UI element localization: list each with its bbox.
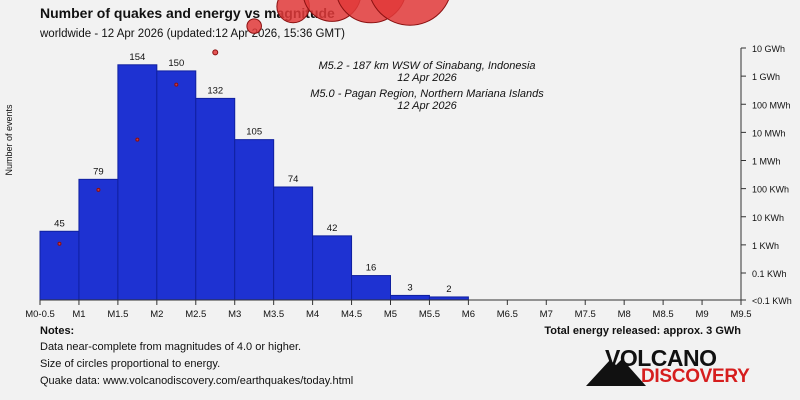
- chart-title: Number of quakes and energy vs magnitude: [40, 5, 335, 21]
- x-tick-label: M3.5: [263, 309, 284, 320]
- bar-value-label: 45: [54, 218, 65, 229]
- bar: [351, 275, 391, 301]
- x-tick-label: M9: [695, 309, 708, 320]
- energy-tick-label: 100 MWh: [752, 100, 791, 110]
- x-tick-label: M1: [72, 309, 85, 320]
- annotation-quake-2-date: 12 Apr 2026: [397, 100, 457, 112]
- bar: [117, 64, 158, 301]
- energy-tick-label: 1 MWh: [752, 157, 781, 167]
- note-line-2: Size of circles proportional to energy.: [40, 358, 221, 370]
- x-tick-label: M5.5: [419, 309, 440, 320]
- bar: [273, 186, 314, 301]
- x-tick-label: M0-0.5: [25, 309, 55, 320]
- energy-circle: [96, 187, 101, 192]
- bar-value-label: 132: [207, 85, 223, 96]
- note-line-1: Data near-complete from magnitudes of 4.…: [40, 341, 302, 353]
- energy-tick-label: 1 GWh: [752, 72, 780, 82]
- energy-circle: [212, 49, 219, 56]
- bar: [78, 178, 119, 301]
- x-tick-label: M2.5: [185, 309, 206, 320]
- x-tick-label: M3: [228, 309, 241, 320]
- bar-value-label: 150: [168, 58, 184, 69]
- energy-tick-label: 10 MWh: [752, 128, 786, 138]
- energy-tick-label: 10 KWh: [752, 213, 784, 223]
- bar-value-label: 154: [129, 52, 145, 63]
- bar-value-label: 3: [407, 282, 412, 293]
- energy-circle: [246, 18, 262, 34]
- energy-circle: [370, 0, 450, 26]
- bar: [195, 97, 236, 301]
- logo-text-bottom: DISCOVERY: [641, 366, 750, 387]
- bar-value-label: 42: [327, 223, 338, 234]
- bar: [234, 139, 275, 301]
- energy-circle: [135, 137, 140, 142]
- note-line-3: Quake data: www.volcanodiscovery.com/ear…: [40, 375, 354, 387]
- energy-circle: [57, 241, 62, 246]
- annotation-quake-1-date: 12 Apr 2026: [397, 72, 457, 84]
- x-tick-label: M6.5: [497, 309, 518, 320]
- bar: [156, 70, 197, 301]
- energy-tick-label: 0.1 KWh: [752, 269, 787, 279]
- bar-value-label: 16: [366, 263, 377, 274]
- energy-circle: [276, 0, 310, 24]
- notes-heading: Notes:: [40, 325, 75, 337]
- x-tick-label: M7.5: [575, 309, 596, 320]
- energy-tick-label: 1 KWh: [752, 241, 779, 251]
- bar-value-label: 79: [93, 166, 104, 177]
- x-tick-label: M7: [540, 309, 553, 320]
- volcano-logo-icon[interactable]: [586, 346, 766, 390]
- x-tick-label: M8: [618, 309, 631, 320]
- x-tick-label: M4.5: [341, 309, 362, 320]
- bar-value-label: 74: [288, 174, 299, 185]
- x-tick-label: M9.5: [730, 309, 751, 320]
- energy-tick-label: 100 KWh: [752, 185, 789, 195]
- energy-tick-label: <0.1 KWh: [752, 296, 792, 306]
- annotation-quake-1: M5.2 - 187 km WSW of Sinabang, Indonesia: [318, 60, 535, 72]
- bar: [390, 294, 430, 301]
- annotation-quake-2: M5.0 - Pagan Region, Northern Mariana Is…: [310, 88, 544, 100]
- x-tick-label: M1.5: [107, 309, 128, 320]
- x-tick-label: M4: [306, 309, 319, 320]
- x-tick-label: M5: [384, 309, 397, 320]
- x-tick-label: M2: [150, 309, 163, 320]
- bar: [39, 230, 80, 301]
- bar-value-label: 2: [446, 284, 451, 295]
- bar: [312, 235, 353, 301]
- x-tick-label: M6: [462, 309, 475, 320]
- chart-subtitle: worldwide - 12 Apr 2026 (updated:12 Apr …: [40, 28, 345, 40]
- total-energy: Total energy released: approx. 3 GWh: [544, 325, 741, 337]
- bar-value-label: 105: [246, 127, 262, 138]
- energy-tick-label: 10 GWh: [752, 44, 785, 54]
- logo-text-top: VOLCANO: [605, 345, 717, 371]
- energy-circle: [174, 82, 179, 87]
- x-tick-label: M8.5: [653, 309, 674, 320]
